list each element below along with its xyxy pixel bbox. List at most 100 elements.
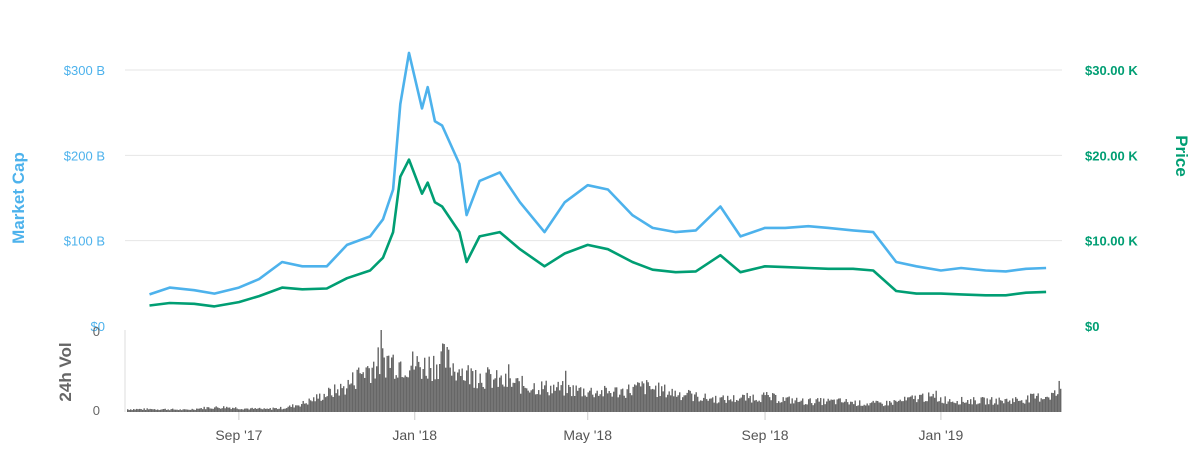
volume-bar: [637, 382, 638, 412]
volume-bar: [301, 404, 302, 412]
volume-bar: [892, 405, 893, 412]
volume-bar: [597, 391, 598, 412]
grid-lines: [125, 70, 1062, 412]
volume-bar: [510, 378, 511, 412]
volume-bar: [537, 394, 538, 412]
price-line: [150, 160, 1047, 307]
volume-bar: [267, 409, 268, 412]
volume-bar: [165, 409, 166, 412]
volume-bar: [712, 397, 713, 412]
volume-bar: [564, 396, 565, 412]
volume-bar: [918, 399, 919, 412]
volume-bar: [1036, 396, 1037, 412]
volume-bar: [226, 407, 227, 412]
volume-bar: [706, 399, 707, 412]
volume-bar: [427, 379, 428, 412]
volume-bar: [708, 401, 709, 412]
volume-bar: [526, 388, 527, 412]
volume-bar: [154, 409, 155, 412]
volume-bar: [288, 407, 289, 412]
volume-bar: [880, 402, 881, 412]
volume-bars: [127, 330, 1061, 412]
volume-bar: [430, 368, 431, 412]
volume-bar: [306, 403, 307, 412]
volume-bar: [849, 404, 850, 412]
volume-bar: [999, 398, 1000, 412]
volume-bar: [145, 410, 146, 412]
volume-bar: [651, 389, 652, 412]
volume-bar: [514, 383, 515, 412]
volume-bar: [358, 368, 359, 412]
volume-bar: [769, 397, 770, 412]
volume-bar: [753, 395, 754, 412]
volume-bar: [835, 404, 836, 412]
volume-bar: [417, 356, 418, 412]
left-tick-label: $300 B: [64, 63, 105, 78]
volume-bar: [441, 351, 442, 412]
volume-bar: [973, 397, 974, 412]
volume-bar: [366, 367, 367, 412]
volume-bar: [574, 396, 575, 412]
volume-bar: [322, 400, 323, 412]
volume-bar: [970, 399, 971, 412]
volume-bar: [198, 409, 199, 412]
volume-bar: [652, 389, 653, 412]
volume-bar: [1024, 404, 1025, 412]
volume-bar: [268, 409, 269, 412]
volume-bar: [661, 386, 662, 412]
volume-bar: [744, 395, 745, 412]
volume-bar: [372, 368, 373, 412]
volume-bar: [810, 398, 811, 412]
volume-bar: [949, 399, 950, 412]
volume-bar: [1054, 390, 1055, 412]
volume-bar: [988, 404, 989, 412]
volume-bar: [415, 366, 416, 412]
volume-bar: [493, 380, 494, 412]
volume-bar: [270, 408, 271, 412]
volume-bar: [735, 402, 736, 412]
volume-bar: [352, 372, 353, 412]
volume-bar: [760, 402, 761, 412]
volume-bar: [643, 383, 644, 412]
volume-bar: [255, 408, 256, 412]
volume-bar: [450, 368, 451, 412]
volume-bar: [528, 391, 529, 412]
volume-bar: [346, 388, 347, 412]
volume-bar: [822, 405, 823, 412]
volume-bar: [631, 395, 632, 412]
volume-bar: [319, 394, 320, 412]
volume-bar: [622, 389, 623, 412]
volume-bar: [967, 400, 968, 412]
volume-bar: [739, 399, 740, 412]
volume-bar: [349, 385, 350, 412]
volume-bar: [990, 400, 991, 412]
volume-bar: [294, 407, 295, 412]
volume-bar: [925, 401, 926, 412]
volume-bar: [132, 410, 133, 412]
volume-bar: [840, 398, 841, 412]
volume-bar: [667, 395, 668, 412]
volume-bar: [576, 386, 577, 412]
volume-bar: [292, 404, 293, 412]
volume-bar: [1017, 399, 1018, 412]
volume-bar: [855, 401, 856, 412]
volume-bar: [142, 410, 143, 412]
volume-bar: [133, 409, 134, 412]
volume-bar: [432, 381, 433, 412]
volume-bar: [765, 395, 766, 412]
volume-bar: [531, 390, 532, 412]
volume-bar: [577, 391, 578, 412]
volume-bar: [396, 375, 397, 412]
volume-bar: [541, 381, 542, 412]
volume-bar: [958, 405, 959, 412]
volume-bar: [156, 410, 157, 412]
volume-bar: [633, 387, 634, 412]
volume-bar: [820, 398, 821, 412]
volume-bar: [459, 369, 460, 412]
volume-bar: [751, 403, 752, 412]
volume-bar: [408, 377, 409, 412]
volume-bar: [796, 398, 797, 412]
volume-bar: [496, 370, 497, 412]
volume-bar: [1050, 400, 1051, 412]
